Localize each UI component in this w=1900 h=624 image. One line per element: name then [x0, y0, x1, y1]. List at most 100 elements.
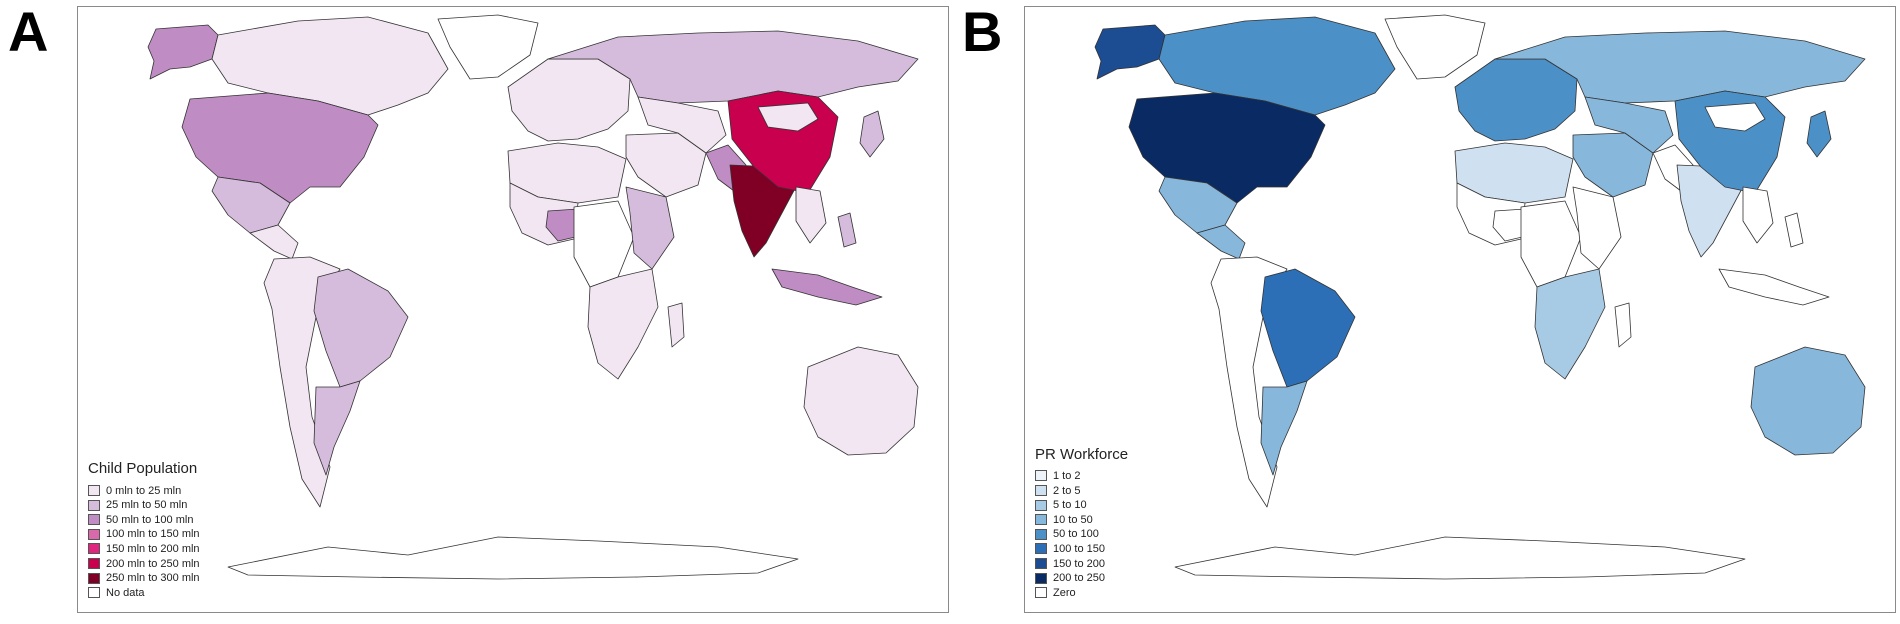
- region-southeast-asia: [1742, 186, 1774, 244]
- region-central-america: [1196, 224, 1246, 260]
- region-alaska: [147, 24, 219, 80]
- legend-label: 150 to 200: [1053, 557, 1105, 570]
- legend-item: 1 to 2: [1035, 469, 1128, 484]
- legend-item: 0 mln to 25 mln: [88, 483, 200, 498]
- legend-item: 50 mln to 100 mln: [88, 512, 200, 527]
- region-russia: [547, 30, 919, 104]
- region-alaska: [1094, 24, 1166, 80]
- region-southern-africa: [1534, 268, 1606, 380]
- legend-label: 2 to 5: [1053, 484, 1081, 497]
- legend-swatch: [88, 528, 100, 540]
- legend-swatch: [88, 514, 100, 526]
- legend-item: 200 mln to 250 mln: [88, 556, 200, 571]
- legend-swatch: [88, 485, 100, 497]
- legend-swatch: [1035, 485, 1047, 497]
- legend-swatch: [88, 558, 100, 570]
- region-argentina: [1260, 380, 1308, 476]
- region-madagascar: [667, 302, 685, 348]
- region-central-asia: [637, 96, 727, 154]
- legend-title: PR Workforce: [1035, 445, 1129, 463]
- legend-swatch: [1035, 558, 1047, 570]
- legend-swatch: [1035, 572, 1047, 584]
- region-indonesia: [771, 268, 883, 306]
- panel-a-map: Child Population 0 mln to 25 mln 25 mln t…: [77, 6, 949, 613]
- panel-a-world-map: [147, 14, 919, 580]
- region-east-africa: [625, 186, 675, 270]
- legend-item: 100 mln to 150 mln: [88, 527, 200, 542]
- panel-b-legend: PR Workforce 1 to 2 2 to 5 5 to 10 10 to 50…: [1035, 446, 1128, 600]
- legend-item: Zero: [1035, 585, 1128, 600]
- region-southeast-asia: [795, 186, 827, 244]
- legend-swatch: [1035, 587, 1047, 599]
- region-australia: [1750, 346, 1866, 456]
- region-usa: [1128, 92, 1326, 204]
- legend-item: 150 to 200: [1035, 556, 1128, 571]
- region-central-africa: [573, 200, 635, 288]
- legend-label: 250 mln to 300 mln: [106, 572, 200, 585]
- legend-item: No data: [88, 585, 200, 600]
- legend-item: 50 to 100: [1035, 527, 1128, 542]
- legend-swatch: [88, 572, 100, 584]
- panel-b-map: PR Workforce 1 to 2 2 to 5 5 to 10 10 to 50…: [1024, 6, 1896, 613]
- legend-label: Zero: [1053, 586, 1076, 599]
- legend-swatch: [1035, 470, 1047, 482]
- legend-label: 50 to 100: [1053, 528, 1099, 541]
- legend-swatch: [1035, 528, 1047, 540]
- legend-item: 5 to 10: [1035, 498, 1128, 513]
- region-brazil: [1260, 268, 1356, 388]
- panel-a-legend: Child Population 0 mln to 25 mln 25 mln t…: [88, 460, 200, 600]
- legend-item: 25 mln to 50 mln: [88, 498, 200, 513]
- legend-label: 150 mln to 200 mln: [106, 542, 200, 555]
- legend-label: 10 to 50: [1053, 513, 1093, 526]
- legend-label: 1 to 2: [1053, 469, 1081, 482]
- region-antarctica: [1174, 536, 1746, 580]
- region-central-africa: [1520, 200, 1582, 288]
- region-australia: [803, 346, 919, 456]
- region-philippines: [837, 212, 857, 248]
- legend-label: 50 mln to 100 mln: [106, 513, 194, 526]
- legend-label: 100 to 150: [1053, 542, 1105, 555]
- region-greenland: [437, 14, 539, 80]
- region-philippines: [1784, 212, 1804, 248]
- legend-swatch: [88, 499, 100, 511]
- legend-swatch: [1035, 543, 1047, 555]
- region-brazil: [313, 268, 409, 388]
- legend-title: Child Population: [88, 460, 198, 478]
- panel-b-letter: B: [962, 0, 1003, 63]
- region-central-america: [249, 224, 299, 260]
- legend-label: 200 mln to 250 mln: [106, 557, 200, 570]
- region-mongolia: [757, 102, 819, 132]
- region-japan: [1806, 110, 1832, 158]
- region-russia: [1494, 30, 1866, 104]
- region-greenland: [1384, 14, 1486, 80]
- region-madagascar: [1614, 302, 1632, 348]
- legend-item: 200 to 250: [1035, 571, 1128, 586]
- region-europe: [507, 58, 631, 142]
- legend-swatch: [88, 587, 100, 599]
- region-japan: [859, 110, 885, 158]
- legend-label: 200 to 250: [1053, 572, 1105, 585]
- legend-label: No data: [106, 586, 145, 599]
- legend-item: 2 to 5: [1035, 483, 1128, 498]
- panel-a-letter: A: [8, 0, 49, 63]
- legend-label: 5 to 10: [1053, 499, 1087, 512]
- legend-item: 100 to 150: [1035, 542, 1128, 557]
- region-antarctica: [227, 536, 799, 580]
- legend-swatch: [1035, 514, 1047, 526]
- legend-swatch: [88, 543, 100, 555]
- legend-label: 100 mln to 150 mln: [106, 528, 200, 541]
- legend-label: 25 mln to 50 mln: [106, 499, 188, 512]
- legend-item: 250 mln to 300 mln: [88, 571, 200, 586]
- region-canada: [211, 16, 449, 116]
- region-central-asia: [1584, 96, 1674, 154]
- legend-item: 150 mln to 200 mln: [88, 542, 200, 557]
- region-mongolia: [1704, 102, 1766, 132]
- legend-label: 0 mln to 25 mln: [106, 484, 182, 497]
- region-usa: [181, 92, 379, 204]
- region-canada: [1158, 16, 1396, 116]
- region-argentina: [313, 380, 361, 476]
- legend-swatch: [1035, 499, 1047, 511]
- region-southern-africa: [587, 268, 659, 380]
- legend-item: 10 to 50: [1035, 512, 1128, 527]
- region-europe: [1454, 58, 1578, 142]
